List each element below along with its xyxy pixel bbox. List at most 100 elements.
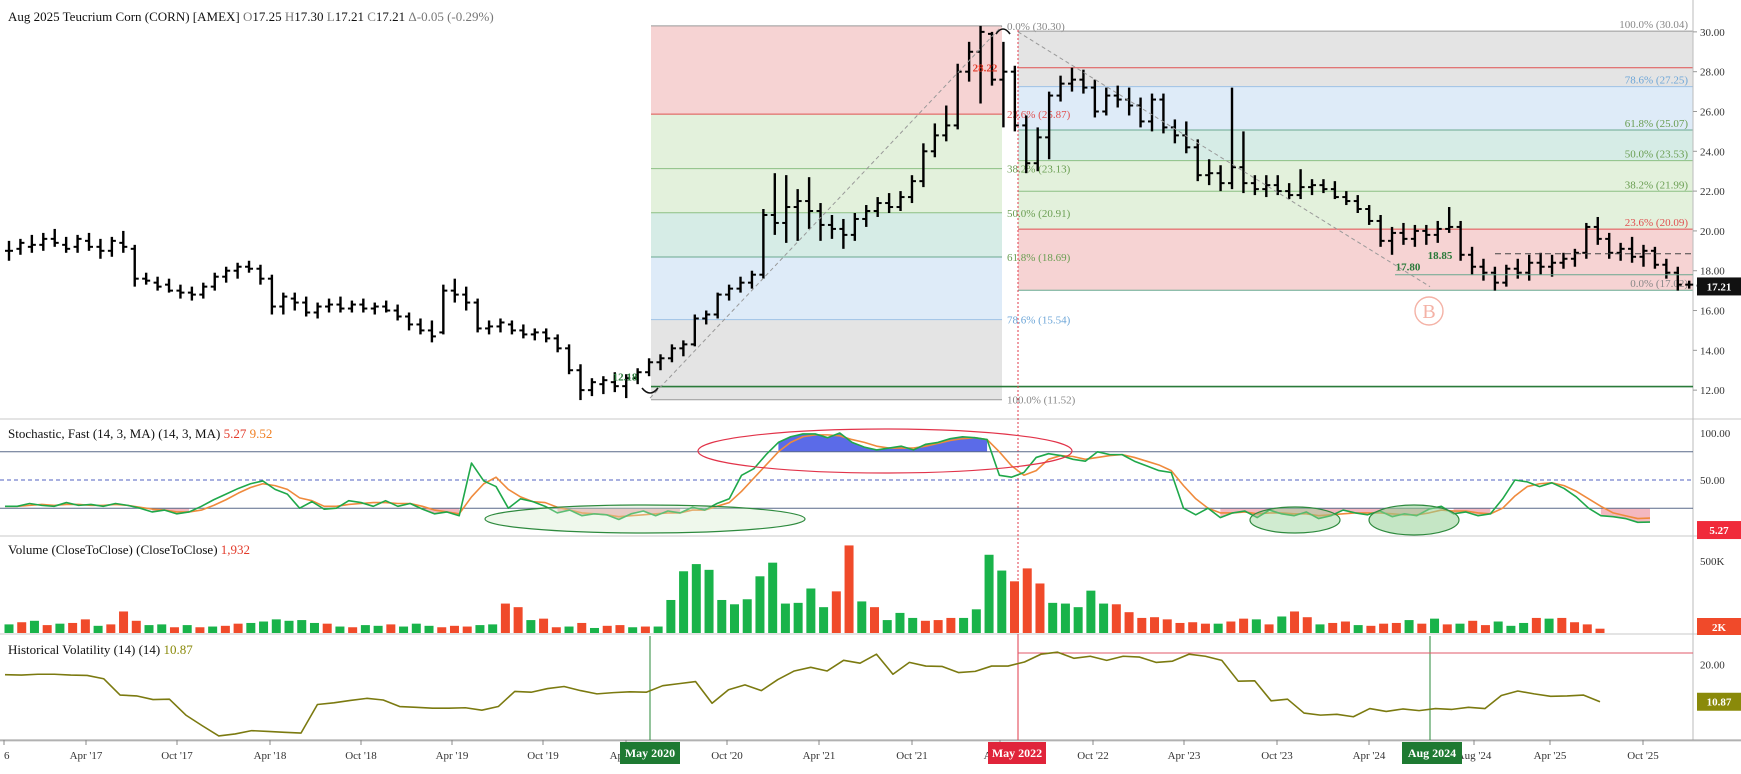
ohlc-bar	[485, 320, 494, 335]
volume-bar	[1570, 622, 1580, 633]
ohlc-bar	[256, 264, 265, 285]
price-marker: 17.80	[1396, 262, 1421, 274]
x-tick-label: Apr '23	[1168, 750, 1201, 762]
ohlc-bar	[1365, 205, 1374, 225]
ohlc-bar	[530, 328, 539, 341]
ohlc-bar	[873, 197, 882, 217]
volume-bar	[882, 620, 892, 633]
volume-bar	[1379, 623, 1389, 633]
ohlc-bar	[119, 230, 128, 253]
ohlc-bar	[107, 236, 116, 257]
volume-bar	[1175, 622, 1185, 633]
volume-bar	[717, 599, 727, 633]
fib-label-left: 100.0% (11.52)	[1007, 395, 1076, 407]
stochastic-tick-label: 100.00	[1700, 428, 1731, 440]
volume-bar	[309, 622, 319, 633]
price-marker: 12.18	[613, 372, 638, 384]
volume-bar	[1264, 624, 1274, 633]
ohlc-bar	[130, 244, 139, 287]
volume-bar	[946, 617, 956, 633]
stochastic-title: Stochastic, Fast (14, 3, MA) (14, 3, MA)	[8, 426, 221, 441]
volume-bar	[1251, 619, 1261, 633]
ohlc-bar	[1525, 254, 1534, 281]
volume-bar	[500, 603, 510, 633]
volume-bar	[870, 607, 880, 633]
ohlc-bar	[1468, 246, 1477, 275]
ohlc-bar	[587, 378, 596, 397]
ohlc-bar	[1228, 87, 1237, 190]
watermark-circle	[1414, 296, 1444, 326]
high-value: 17.30	[294, 9, 324, 24]
ohlc-bar	[690, 314, 699, 347]
stochastic-d-value: 9.52	[249, 426, 273, 441]
volume-bar	[1277, 616, 1287, 633]
ohlc-bar	[222, 266, 231, 283]
stochastic-header: Stochastic, Fast (14, 3, MA) (14, 3, MA)…	[8, 426, 272, 442]
price-marker: 18.85	[1428, 250, 1453, 262]
ohlc-bar	[153, 276, 162, 291]
volume-bar	[68, 622, 78, 633]
volume-bar	[1035, 583, 1045, 633]
volume-bar	[1213, 623, 1223, 633]
volatility-header: Historical Volatility (14) (14) 10.87	[8, 642, 193, 658]
volume-bar	[1442, 624, 1452, 633]
ohlc-bar	[1262, 175, 1271, 198]
x-tick-label: Oct '19	[527, 750, 559, 762]
volatility-title: Historical Volatility (14) (14)	[8, 642, 161, 657]
volume-bar	[297, 620, 307, 633]
ohlc-bar	[1250, 175, 1259, 196]
volume-bar	[1455, 623, 1465, 633]
fib-label-left: 0.0% (30.30)	[1007, 21, 1065, 33]
ohlc-bar	[1628, 236, 1637, 263]
ohlc-bar	[736, 276, 745, 293]
volume-bar	[475, 625, 485, 633]
volatility-value: 10.87	[163, 642, 193, 657]
volume-bar	[1404, 620, 1414, 633]
volume-bar	[488, 624, 498, 633]
ohlc-bar	[1113, 85, 1122, 108]
ohlc-bar	[645, 358, 654, 377]
x-tick-label: Apr '24	[1353, 750, 1386, 762]
fib-zone-right	[1018, 86, 1693, 130]
fib-label-left: 50.0% (20.91)	[1007, 208, 1071, 220]
volume-bar	[360, 625, 370, 633]
ohlc-bar	[1285, 183, 1294, 200]
ohlc-bar	[1067, 67, 1076, 92]
fib-label-left: 23.6% (25.87)	[1007, 109, 1071, 121]
ohlc-bar	[1685, 280, 1694, 289]
ohlc-bar	[16, 238, 25, 255]
ohlc-bar	[553, 334, 562, 353]
fib-zone-left	[651, 319, 1002, 400]
ohlc-bar	[713, 292, 722, 319]
volume-bar	[131, 620, 141, 633]
volume-bar	[169, 627, 179, 633]
volume-bar	[768, 562, 778, 633]
x-tick-label: Oct '17	[161, 750, 193, 762]
ohlc-bar	[450, 278, 459, 303]
volume-panel	[4, 545, 1605, 633]
ohlc-bar	[325, 298, 334, 313]
volume-bar	[1531, 617, 1541, 633]
ohlc-bar	[885, 193, 894, 213]
volume-last-box	[1697, 618, 1741, 635]
ohlc-bar	[176, 284, 185, 299]
volume-bar	[284, 620, 294, 633]
ohlc-bar	[50, 228, 59, 247]
volume-bar	[449, 625, 459, 633]
volume-bar	[971, 609, 981, 633]
volume-bar	[1430, 618, 1440, 633]
ohlc-bar	[747, 270, 756, 289]
volume-bar	[55, 623, 65, 633]
stochastic-panel	[0, 428, 1693, 536]
price-tick-label: 16.00	[1700, 306, 1725, 318]
volume-tick-label: 500K	[1700, 556, 1725, 568]
ohlc-bar	[187, 286, 196, 301]
volume-bar	[1519, 622, 1529, 633]
ohlc-bar	[1673, 266, 1682, 291]
ohlc-bar	[782, 175, 791, 243]
volume-bar	[1099, 603, 1109, 633]
volume-bar	[259, 621, 269, 633]
volume-bar	[4, 624, 14, 633]
ohlc-bar	[919, 143, 928, 188]
ohlc-bar	[245, 260, 254, 273]
